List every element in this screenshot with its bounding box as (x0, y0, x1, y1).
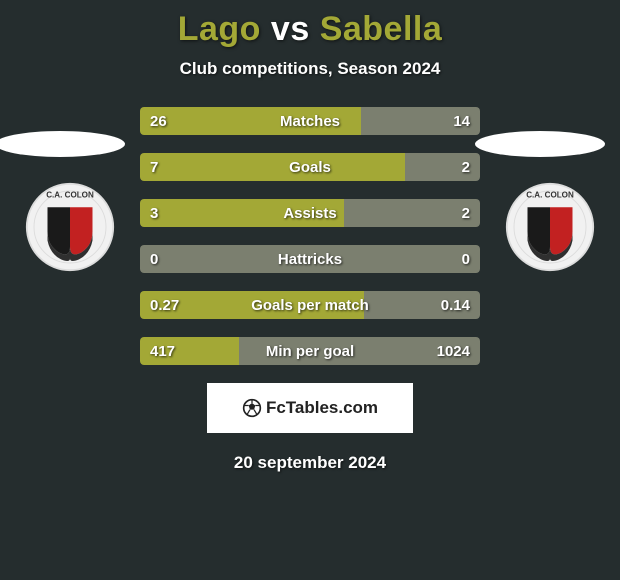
stat-label: Goals (140, 153, 480, 181)
soccer-ball-icon (242, 398, 262, 418)
stat-row: 0.270.14Goals per match (140, 291, 480, 319)
subtitle: Club competitions, Season 2024 (0, 59, 620, 79)
svg-text:C.A. COLON: C.A. COLON (526, 190, 574, 199)
watermark: FcTables.com (207, 383, 413, 433)
ellipse-right (475, 131, 605, 157)
ellipse-left (0, 131, 125, 157)
shield-icon: C.A. COLON (25, 182, 115, 272)
stats-bars: 2614Matches 72Goals 32Assists 00Hattricks 0.… (140, 107, 480, 365)
stat-row: 32Assists (140, 199, 480, 227)
title: Lago vs Sabella (0, 0, 620, 49)
stat-label: Goals per match (140, 291, 480, 319)
date: 20 september 2024 (0, 453, 620, 473)
shield-icon: C.A. COLON (505, 182, 595, 272)
stat-label: Assists (140, 199, 480, 227)
stat-label: Matches (140, 107, 480, 135)
comparison-card: Lago vs Sabella Club competitions, Seaso… (0, 0, 620, 580)
stat-row: 4171024Min per goal (140, 337, 480, 365)
content-area: C.A. COLON C.A. COLON 2614Matches 72Goals… (0, 107, 620, 473)
club-badge-left: C.A. COLON (25, 182, 115, 272)
stat-row: 72Goals (140, 153, 480, 181)
stat-row: 00Hattricks (140, 245, 480, 273)
club-badge-right: C.A. COLON (505, 182, 595, 272)
stat-row: 2614Matches (140, 107, 480, 135)
title-vs: vs (271, 10, 310, 48)
stat-label: Hattricks (140, 245, 480, 273)
watermark-text: FcTables.com (266, 398, 378, 418)
title-player1: Lago (178, 10, 261, 48)
title-player2: Sabella (320, 10, 443, 48)
stat-label: Min per goal (140, 337, 480, 365)
svg-text:C.A. COLON: C.A. COLON (46, 190, 94, 199)
